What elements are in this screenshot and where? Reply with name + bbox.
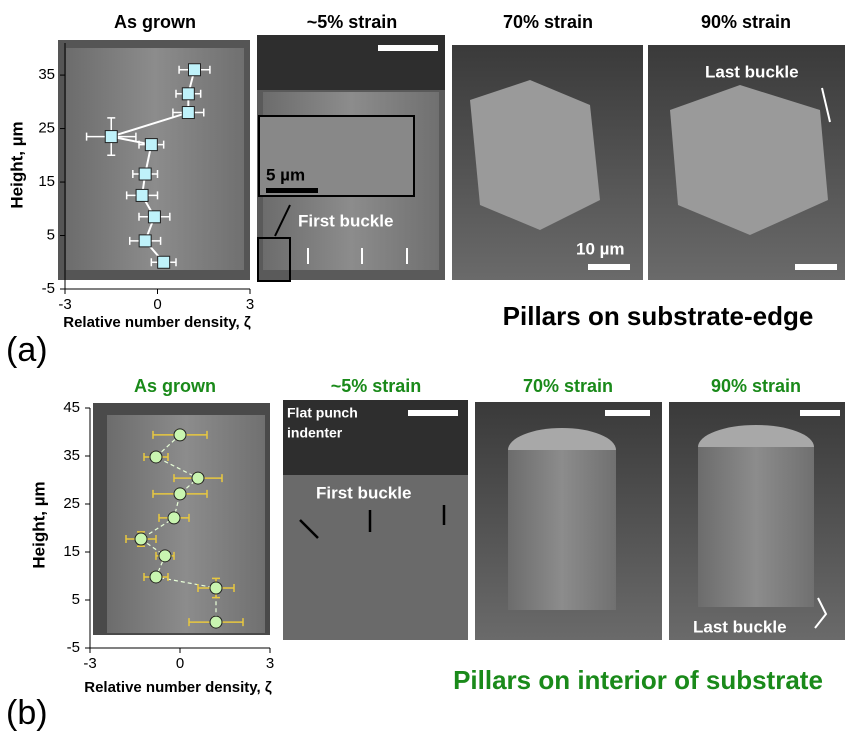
marker — [210, 582, 222, 594]
y-axis-label: Height, µm — [29, 481, 48, 568]
x-tick-label: 3 — [266, 655, 274, 672]
scale-label: 10 µm — [576, 239, 625, 258]
y-tick-label: 35 — [38, 66, 55, 83]
title: 90% strain — [701, 12, 791, 32]
marker — [159, 550, 171, 562]
panel-label: (b) — [6, 694, 48, 732]
title: As grown — [134, 376, 216, 396]
title: 70% strain — [503, 12, 593, 32]
marker — [210, 616, 222, 628]
marker — [182, 107, 194, 119]
figure: As grown ~5% strain 70% strain 90% strai… — [0, 0, 847, 736]
title: ~5% strain — [331, 376, 422, 396]
marker — [148, 211, 160, 223]
marker — [192, 472, 204, 484]
x-axis-label: Relative number density, ζ — [84, 679, 272, 696]
annotation: indenter — [287, 425, 343, 441]
y-tick-label: 35 — [63, 447, 80, 464]
y-tick-label: 25 — [63, 495, 80, 512]
panel-label: (a) — [6, 331, 48, 369]
marker — [145, 139, 157, 151]
marker — [139, 235, 151, 247]
photos-b — [93, 400, 845, 640]
title: 70% strain — [523, 376, 613, 396]
scale-label: 5 µm — [266, 165, 305, 184]
y-tick-label: 25 — [38, 120, 55, 137]
caption: Pillars on substrate-edge — [503, 301, 814, 331]
marker — [168, 512, 180, 524]
marker — [150, 571, 162, 583]
marker — [139, 168, 151, 180]
marker — [135, 533, 147, 545]
y-axis-label: Height, µm — [7, 121, 26, 208]
y-tick-label: -5 — [67, 639, 80, 656]
caption: Pillars on interior of substrate — [453, 665, 823, 695]
x-axis-label: Relative number density, ζ — [63, 314, 251, 331]
title: ~5% strain — [307, 12, 398, 32]
annotation: First buckle — [316, 483, 411, 502]
y-tick-label: 5 — [72, 591, 80, 608]
marker — [174, 488, 186, 500]
marker — [174, 429, 186, 441]
x-tick-label: 0 — [176, 655, 184, 672]
title: 90% strain — [711, 376, 801, 396]
x-tick-label: -3 — [58, 296, 71, 313]
marker — [136, 189, 148, 201]
annotation: Flat punch — [287, 405, 358, 421]
y-tick-label: 45 — [63, 399, 80, 416]
x-tick-label: 0 — [153, 296, 161, 313]
marker — [158, 256, 170, 268]
y-tick-label: -5 — [42, 280, 55, 297]
annotation: First buckle — [298, 211, 393, 230]
marker — [150, 451, 162, 463]
marker — [189, 64, 201, 76]
y-tick-label: 15 — [38, 173, 55, 190]
marker — [105, 131, 117, 143]
annotation: Last buckle — [705, 62, 799, 81]
marker — [182, 88, 194, 100]
y-tick-label: 5 — [47, 226, 55, 243]
title: As grown — [114, 12, 196, 32]
annotation: Last buckle — [693, 617, 787, 636]
y-tick-label: 15 — [63, 543, 80, 560]
x-tick-label: 3 — [246, 296, 254, 313]
x-tick-label: -3 — [83, 655, 96, 672]
